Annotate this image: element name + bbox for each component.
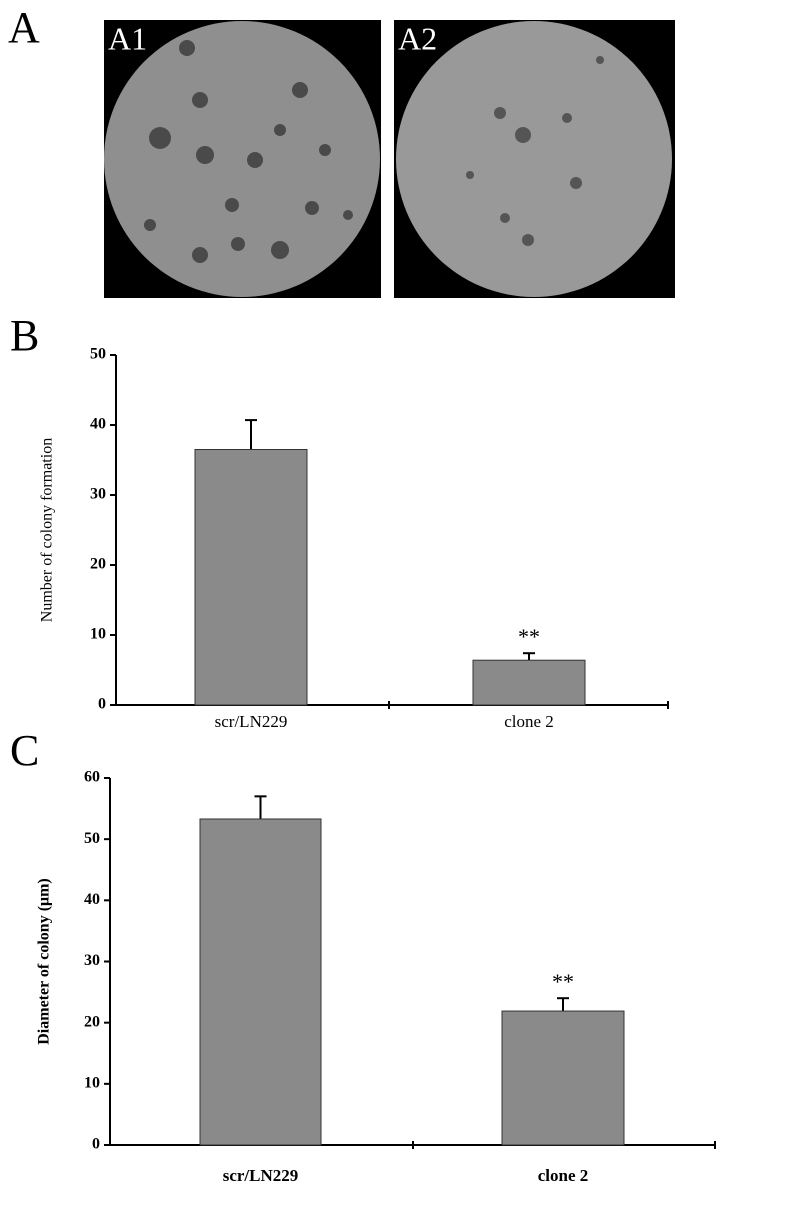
panel-label: A (8, 3, 40, 52)
micrograph: A2 (394, 20, 675, 298)
annotation: ** (518, 624, 540, 649)
bar (199, 818, 322, 1146)
y-tick-label: 0 (92, 1136, 100, 1153)
y-tick-label: 50 (90, 346, 106, 363)
y-tick-label: 30 (84, 952, 100, 969)
image-label: A1 (108, 20, 147, 56)
y-axis-label: Diameter of colony (μm) (36, 878, 53, 1045)
y-tick-label: 40 (90, 416, 106, 433)
x-tick-label: scr/LN229 (215, 712, 288, 731)
y-tick-label: 0 (98, 696, 106, 713)
x-tick-label: clone 2 (538, 1166, 589, 1185)
y-tick-label: 40 (84, 891, 100, 908)
y-tick-label: 30 (90, 486, 106, 503)
y-tick-label: 60 (84, 769, 100, 786)
y-tick-label: 10 (90, 626, 106, 643)
annotation: ** (552, 969, 574, 994)
image-label: A2 (398, 20, 437, 56)
micrograph: A1 (104, 20, 381, 298)
panel-label: B (10, 311, 39, 360)
bar (472, 659, 586, 706)
bar (194, 449, 308, 706)
y-axis-label: Number of colony formation (39, 438, 56, 622)
y-tick-label: 50 (84, 830, 100, 847)
y-tick-label: 20 (90, 556, 106, 573)
x-tick-label: clone 2 (504, 712, 554, 731)
panel-label: C (10, 726, 39, 775)
y-tick-label: 10 (84, 1075, 100, 1092)
bar (501, 1010, 625, 1146)
x-tick-label: scr/LN229 (223, 1166, 299, 1185)
y-tick-label: 20 (84, 1013, 100, 1030)
